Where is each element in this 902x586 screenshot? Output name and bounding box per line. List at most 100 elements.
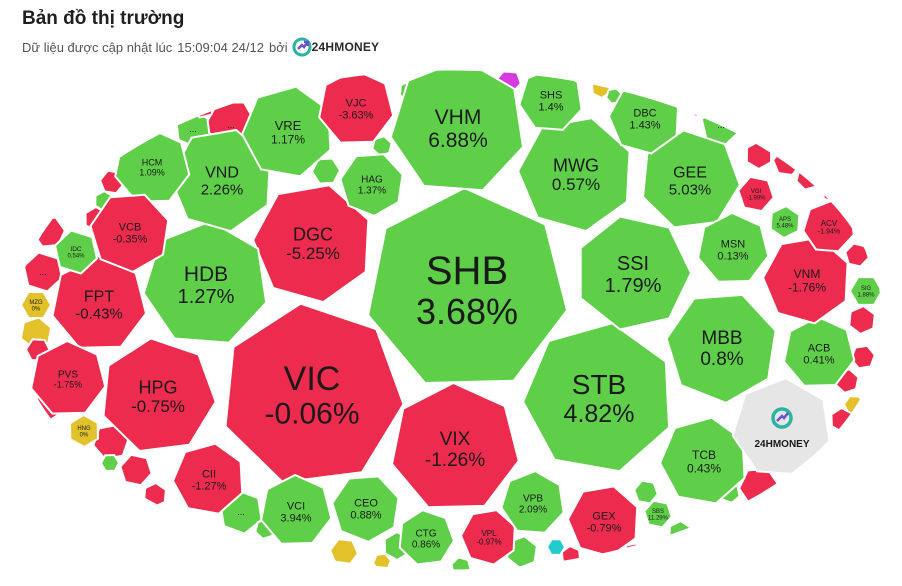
tile-ticker: ACB (808, 342, 831, 354)
tile-change: 0% (32, 307, 41, 313)
tile-ticker: VRE (275, 118, 302, 133)
tile-vjc[interactable]: VJC-3.63% (318, 70, 395, 144)
tile-change: -0.79% (587, 522, 622, 534)
tile-ticker: VNM (794, 267, 821, 281)
brand-name: 24HMONEY (311, 40, 380, 54)
tile-ticker: HDB (184, 263, 228, 286)
tile-dgc[interactable]: DGC-5.25% (251, 184, 370, 304)
tile-shape (331, 475, 400, 544)
tile-shape (89, 193, 170, 274)
tile-change: -0.35% (113, 233, 148, 245)
tile-change: 0.88% (350, 509, 381, 521)
tile-change: -1.26% (425, 450, 485, 471)
more-label: ... (39, 267, 47, 277)
brand-tile-text: 24HMONEY (754, 439, 809, 450)
small-tile[interactable] (840, 195, 868, 219)
tile-cii[interactable]: CII-1.27% (171, 442, 244, 515)
tile-change: -1.76% (788, 280, 826, 294)
more-label: ... (189, 124, 197, 134)
tile-shape (840, 195, 868, 219)
tile-change: 1.17% (271, 132, 305, 146)
tile-shape (665, 293, 777, 405)
tile-ticker: SBS (652, 509, 664, 515)
tile-acv[interactable]: ACV-1.94% (802, 199, 855, 253)
tile-vnm[interactable]: VNM-1.76% (761, 236, 849, 325)
small-tile[interactable] (848, 304, 876, 336)
tile-pvs[interactable]: PVS-1.75% (30, 339, 107, 415)
small-tile[interactable] (119, 453, 153, 487)
tile-gex[interactable]: GEX-0.79% (566, 485, 639, 558)
tile-ticker: SIG (861, 286, 872, 292)
tile-ticker: CTG (415, 529, 436, 540)
small-tile[interactable] (450, 556, 472, 576)
tile-change: 4.82% (564, 400, 635, 428)
tile-ticker: VPL (481, 529, 497, 538)
tile-change: 1.27% (178, 286, 235, 308)
tile-ticker: VJC (346, 97, 367, 109)
tile-vgi[interactable]: VGI-1.99% (737, 175, 775, 213)
tile-ticker: HAG (361, 175, 383, 186)
tile-hpg[interactable]: HPG-0.75% (102, 337, 217, 453)
small-tile[interactable] (99, 453, 121, 473)
tile-shape (142, 220, 268, 344)
tile-change: -1.94% (818, 229, 840, 236)
tile-shape (318, 70, 395, 144)
small-tile[interactable] (850, 344, 876, 370)
tile-change: -0.43% (75, 305, 123, 322)
by-label: bởi (268, 39, 288, 55)
tile-change: 5.03% (669, 181, 712, 198)
tile-vix[interactable]: VIX-1.26% (390, 381, 520, 509)
tile-shape (260, 473, 333, 545)
brand-logo[interactable]: 24HMONEY (292, 37, 380, 57)
tile-ticker: GEE (673, 165, 707, 182)
tile-vic[interactable]: VIC-0.06% (224, 302, 405, 484)
tile-shape (398, 509, 456, 566)
tile-shape (53, 229, 99, 275)
small-tile[interactable] (771, 129, 795, 151)
tile-shape (119, 453, 153, 487)
small-tile[interactable] (753, 121, 773, 139)
tile-shape (820, 174, 850, 206)
tile-vpl[interactable]: VPL-0.97% (459, 509, 516, 566)
update-info: Dữ liệu được cập nhật lúc 15:09:04 24/12… (22, 37, 379, 57)
small-tile[interactable] (820, 174, 850, 206)
small-tile[interactable] (633, 479, 659, 505)
tile-shape (99, 453, 121, 473)
tile-change: -1.27% (192, 480, 227, 492)
tile-shape (30, 339, 107, 415)
tile-fpt[interactable]: FPT-0.43% (51, 254, 148, 349)
tile-shape (171, 442, 244, 515)
tile-vcb[interactable]: VCB-0.35% (89, 193, 170, 274)
small-tile[interactable] (310, 157, 342, 185)
tile-shape (450, 556, 472, 570)
tile-change: 2.09% (519, 505, 547, 516)
tile-shape (251, 184, 370, 304)
map-border (12, 67, 886, 573)
tile-ticker: VCB (119, 221, 142, 233)
small-tile[interactable] (545, 538, 567, 556)
tile-ticker: SHS (540, 89, 563, 101)
